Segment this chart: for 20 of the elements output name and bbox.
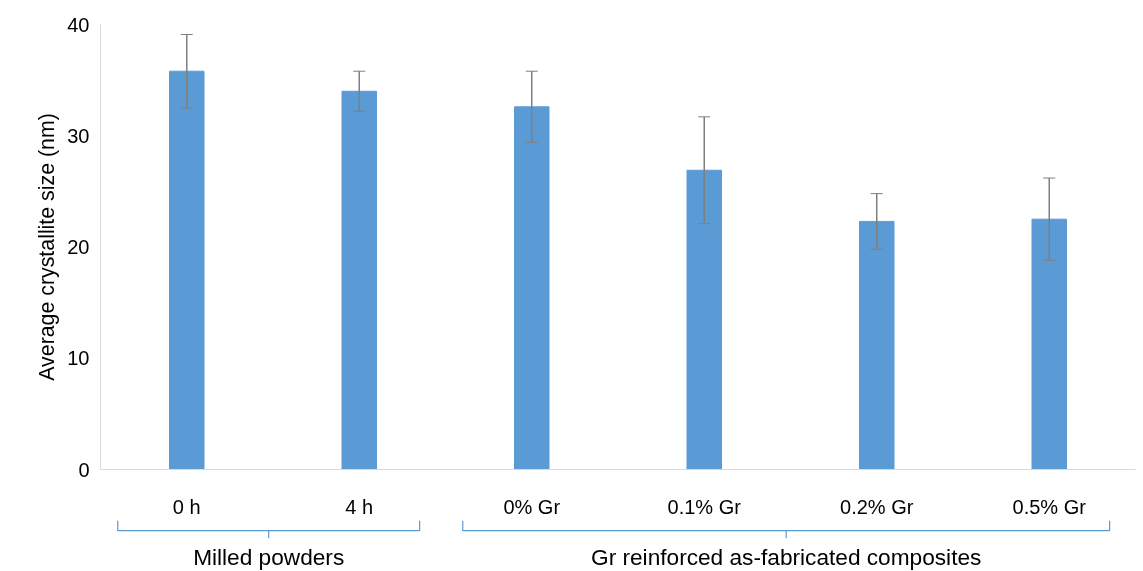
bar	[1031, 218, 1067, 470]
bar	[859, 220, 895, 470]
x-tick-label: 4 h	[345, 495, 374, 518]
bar	[514, 106, 550, 470]
bar	[686, 169, 722, 470]
y-tick-label: 10	[67, 347, 90, 370]
text: Milled powders	[193, 544, 345, 571]
bar	[169, 70, 205, 470]
x-tick-label: 0% Gr	[503, 495, 561, 518]
x-tick-label: 0.2% Gr	[840, 495, 914, 518]
x-tick-label: 0 h	[172, 495, 201, 518]
y-tick-label: 0	[78, 458, 90, 481]
y-tick-label: 30	[67, 124, 90, 147]
bar	[341, 90, 377, 470]
y-axis-title: Average crystallite size (nm)	[35, 113, 60, 381]
y-tick-label: 40	[67, 13, 90, 36]
x-tick-label: 0.5% Gr	[1012, 495, 1087, 518]
y-tick-label: 20	[67, 236, 90, 258]
text: Gr reinforced as-fabricated composites	[591, 544, 982, 571]
x-tick-label: 0.1% Gr	[667, 495, 742, 518]
